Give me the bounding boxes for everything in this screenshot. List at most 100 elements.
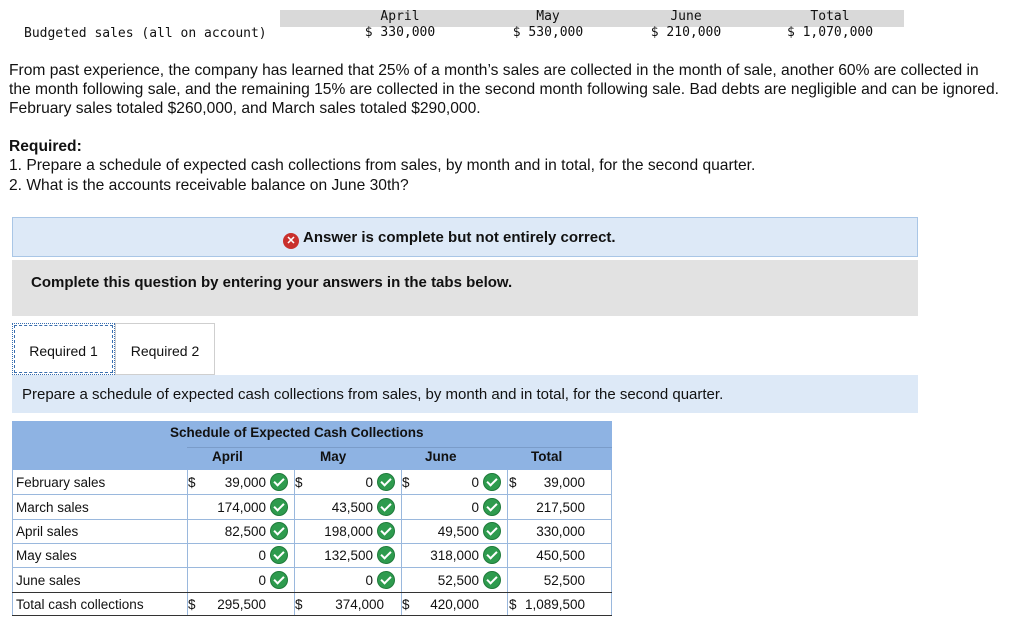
- tab-label: Required 1: [29, 343, 98, 359]
- cell-june: 52,500: [437, 573, 479, 588]
- bottom-rule: [12, 615, 612, 616]
- col-header-april: April: [212, 449, 243, 464]
- col-header-total: Total: [531, 449, 563, 464]
- cell-total: 217,500: [536, 500, 585, 515]
- tab-required-2[interactable]: Required 2: [115, 323, 215, 375]
- x-circle-icon: ✕: [283, 233, 299, 249]
- cell-total: 39,000: [543, 475, 585, 490]
- cell-may: 43,500: [331, 500, 373, 515]
- table-row: March sales 174,000 43,500 0 217,500: [12, 495, 612, 519]
- budget-month: June: [670, 9, 702, 24]
- check-icon: [270, 546, 288, 564]
- tab-label: Required 2: [130, 343, 200, 359]
- table-row: May sales 0 132,500 318,000 450,500: [12, 543, 612, 567]
- problem-paragraph: From past experience, the company has le…: [9, 62, 999, 117]
- table-row: April sales 82,500 198,000 49,500 330,00…: [12, 519, 612, 543]
- schedule-header: [12, 421, 612, 470]
- currency-symbol: $: [509, 475, 517, 490]
- budget-month: April: [380, 9, 420, 24]
- row-label: Total cash collections: [16, 597, 144, 612]
- budget-row-label: Budgeted sales (all on account): [24, 26, 267, 41]
- tab-required-1[interactable]: Required 1: [12, 323, 115, 375]
- table-row: June sales 0 0 52,500 52,500: [12, 568, 612, 592]
- check-icon: [483, 473, 501, 491]
- total-row: Total cash collections $ 295,500 $ 374,0…: [12, 592, 612, 616]
- cell-june: 49,500: [437, 524, 479, 539]
- check-icon: [377, 546, 395, 564]
- cell-may: 0: [365, 475, 373, 490]
- cell-june: 0: [471, 500, 479, 515]
- check-icon: [483, 571, 501, 589]
- cell-june: 0: [471, 475, 479, 490]
- result-message-wrap: ✕ Answer is complete but not entirely cor…: [283, 229, 616, 249]
- required-list: 1. Prepare a schedule of expected cash c…: [9, 156, 755, 195]
- budget-value: $ 210,000: [650, 25, 722, 40]
- header-divider: [187, 447, 612, 448]
- cash-collections-schedule: Schedule of Expected Cash Collections Ap…: [12, 421, 612, 617]
- check-icon: [270, 522, 288, 540]
- result-message: Answer is complete but not entirely corr…: [303, 229, 616, 246]
- result-banner: ✕ Answer is complete but not entirely cor…: [12, 217, 918, 257]
- check-icon: [270, 498, 288, 516]
- cell-may: 198,000: [324, 524, 373, 539]
- cell-total: 450,500: [536, 548, 585, 563]
- cell-june: 420,000: [430, 597, 479, 612]
- currency-symbol: $: [188, 475, 196, 490]
- check-icon: [483, 522, 501, 540]
- instruction-text: Complete this question by entering your …: [31, 274, 513, 291]
- required-heading: Required:: [9, 138, 82, 155]
- cell-april: 82,500: [224, 524, 266, 539]
- col-header-june: June: [425, 449, 457, 464]
- cell-april: 0: [258, 548, 266, 563]
- currency-symbol: $: [295, 475, 303, 490]
- cell-total: 330,000: [536, 524, 585, 539]
- total-divider: [12, 592, 612, 593]
- cell-may: 0: [365, 573, 373, 588]
- cell-total: 1,089,500: [524, 597, 585, 612]
- row-label: February sales: [16, 475, 106, 490]
- tab-prompt: Prepare a schedule of expected cash coll…: [12, 375, 918, 413]
- budget-col-june: June $ 210,000: [646, 9, 726, 41]
- row-label: June sales: [16, 573, 81, 588]
- col-header-may: May: [320, 449, 347, 464]
- row-divider: [12, 567, 612, 568]
- currency-symbol: $: [402, 475, 410, 490]
- row-label: May sales: [16, 548, 77, 563]
- check-icon: [270, 473, 288, 491]
- instruction-panel: Complete this question by entering your …: [12, 260, 918, 316]
- budget-col-total: Total $ 1,070,000: [782, 9, 878, 41]
- check-icon: [377, 498, 395, 516]
- row-label: April sales: [16, 524, 79, 539]
- budget-value: $ 1,070,000: [786, 25, 874, 40]
- currency-symbol: $: [509, 597, 517, 612]
- budget-month: May: [536, 9, 560, 24]
- required-item: 2. What is the accounts receivable balan…: [9, 176, 409, 194]
- tab-prompt-text: Prepare a schedule of expected cash coll…: [22, 386, 724, 403]
- currency-symbol: $: [402, 597, 410, 612]
- budget-header-band: [280, 10, 904, 27]
- row-divider: [12, 543, 612, 544]
- table-row: February sales $ 39,000 $ 0 $ 0 $ 39,000: [12, 470, 612, 494]
- budgeted-sales-table: Budgeted sales (all on account) April $ …: [0, 8, 904, 46]
- check-icon: [483, 498, 501, 516]
- check-icon: [377, 473, 395, 491]
- cell-may: 374,000: [335, 597, 384, 612]
- schedule-title: Schedule of Expected Cash Collections: [170, 425, 424, 440]
- check-icon: [483, 546, 501, 564]
- check-icon: [377, 571, 395, 589]
- budget-col-may: May $ 530,000: [508, 9, 588, 41]
- row-divider: [12, 519, 612, 520]
- budget-value: $ 330,000: [364, 25, 436, 40]
- check-icon: [270, 571, 288, 589]
- cell-april: 39,000: [224, 475, 266, 490]
- budget-col-april: April $ 330,000: [360, 9, 440, 41]
- cell-april: 0: [258, 573, 266, 588]
- check-icon: [377, 522, 395, 540]
- currency-symbol: $: [295, 597, 303, 612]
- budget-month: Total: [810, 9, 850, 24]
- row-divider: [12, 494, 612, 495]
- cell-april: 174,000: [217, 500, 266, 515]
- row-label: March sales: [16, 500, 89, 515]
- cell-may: 132,500: [324, 548, 373, 563]
- cell-total: 52,500: [543, 573, 585, 588]
